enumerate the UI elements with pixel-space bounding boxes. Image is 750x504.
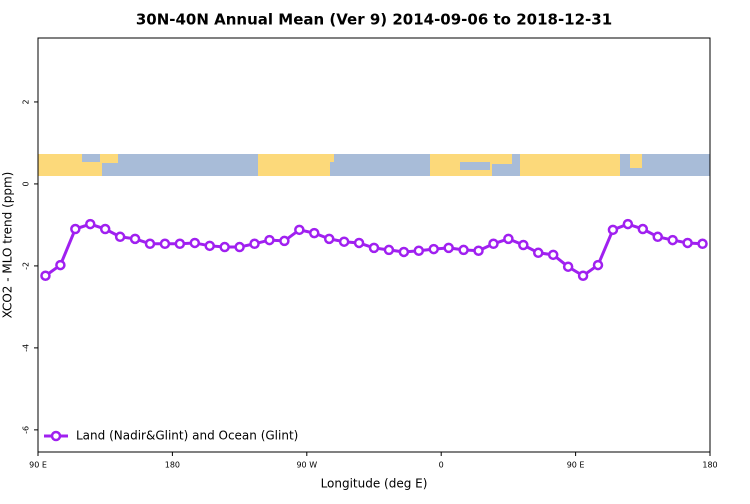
point: [547, 249, 559, 261]
point: [249, 238, 260, 250]
point: [174, 238, 186, 250]
point: [323, 233, 335, 245]
point: [85, 218, 96, 230]
y-tick-label: -6: [22, 426, 31, 434]
plot-frame: [37, 37, 711, 453]
point: [592, 259, 604, 271]
y-axis-label: XCO2 - MLO trend (ppm): [1, 172, 15, 319]
point: [144, 238, 156, 250]
point: [398, 246, 410, 258]
point: [234, 241, 245, 253]
x-tick-label: 90 E: [567, 461, 585, 470]
point: [159, 238, 171, 250]
point: [353, 237, 365, 249]
point: [518, 239, 529, 251]
point: [189, 237, 201, 249]
x-tick-label: 0: [439, 461, 444, 470]
point: [458, 244, 469, 256]
point: [279, 235, 290, 247]
point: [129, 233, 141, 245]
chart-title: 30N-40N Annual Mean (Ver 9) 2014-09-06 t…: [136, 11, 612, 29]
point: [652, 231, 663, 243]
legend-label: Land (Nadir&Glint) and Ocean (Glint): [76, 429, 298, 443]
point: [473, 245, 484, 256]
legend-marker: [50, 430, 62, 442]
point: [55, 259, 66, 271]
point: [533, 247, 544, 259]
y-tick-label: -2: [22, 262, 31, 270]
point: [488, 238, 499, 250]
y-tick-label: -4: [22, 344, 31, 352]
y-tick-label: 2: [22, 99, 31, 104]
point: [682, 237, 693, 249]
point: [70, 223, 81, 235]
point: [503, 233, 514, 245]
point: [697, 238, 708, 250]
point: [622, 218, 634, 230]
point: [667, 234, 678, 246]
x-axis-label: Longitude (deg E): [321, 477, 428, 491]
point: [577, 270, 589, 281]
point: [637, 223, 649, 235]
point: [219, 241, 230, 253]
point: [562, 261, 574, 272]
point: [443, 242, 454, 254]
y-tick-label: 0: [22, 181, 31, 186]
point: [383, 244, 395, 256]
map-strip: [38, 154, 710, 176]
point: [204, 240, 215, 252]
point: [607, 224, 619, 236]
x-tick-label: 180: [165, 461, 180, 470]
point: [338, 236, 350, 247]
point: [294, 224, 305, 236]
x-tick-label: 90 E: [29, 461, 47, 470]
point: [114, 231, 126, 243]
x-tick-label: 90 W: [296, 461, 317, 470]
point: [413, 245, 425, 256]
point: [40, 270, 51, 281]
point: [99, 223, 111, 235]
point: [309, 227, 320, 239]
point: [428, 243, 439, 255]
point: [264, 234, 275, 246]
x-tick-label: 180: [702, 461, 717, 470]
point: [368, 242, 380, 254]
